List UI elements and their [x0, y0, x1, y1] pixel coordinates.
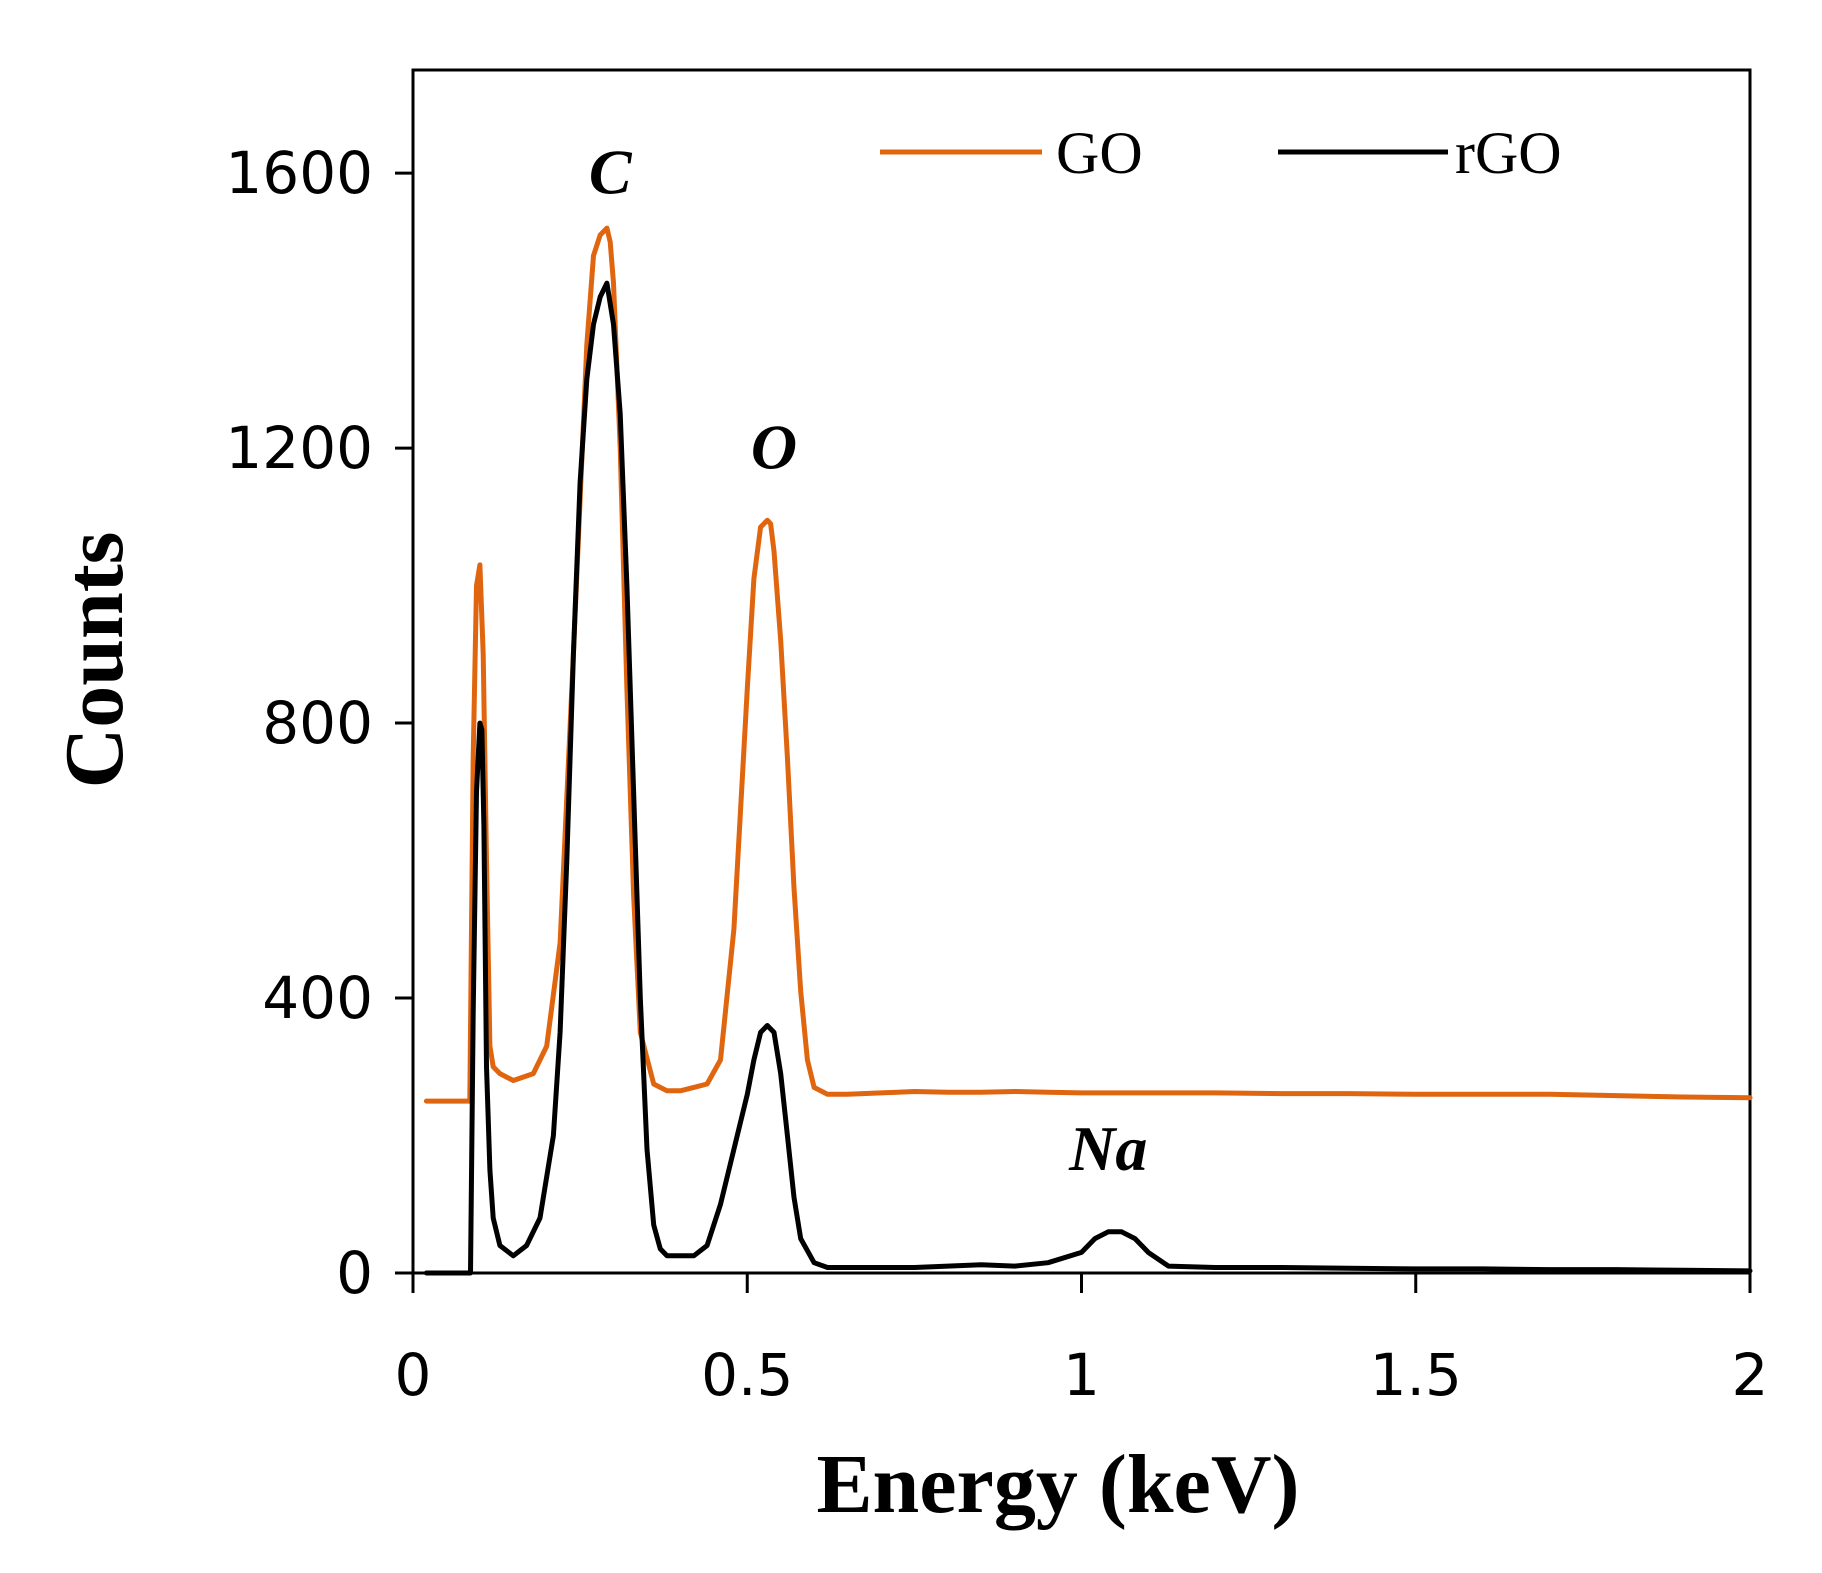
- legend: GO rGO: [880, 120, 1562, 186]
- y-tick-label: 1200: [225, 414, 373, 482]
- peak-label-na: Na: [1068, 1113, 1147, 1184]
- series-layer: [423, 225, 1753, 1276]
- x-tick-label: 0.5: [701, 1341, 793, 1409]
- y-axis-title: Counts: [48, 532, 141, 789]
- y-tick-label: 0: [336, 1239, 373, 1307]
- x-tick-label: 1: [1063, 1341, 1100, 1409]
- x-tick-label: 2: [1732, 1341, 1769, 1409]
- y-tick-label: 1600: [225, 139, 373, 207]
- series-line-rgo: [423, 280, 1753, 1276]
- peak-label-o: O: [751, 412, 797, 483]
- y-axis-ticks: 0 400 800 1200 1600: [225, 139, 413, 1307]
- legend-label-rgo: rGO: [1455, 120, 1562, 186]
- peak-annotations: C O Na: [589, 137, 1147, 1184]
- x-axis-ticks: 0 0.5 1 1.5 2: [395, 1273, 1769, 1409]
- y-tick-label: 400: [262, 964, 373, 1032]
- series-line-go: [423, 225, 1753, 1104]
- legend-label-go: GO: [1056, 120, 1143, 186]
- peak-label-c: C: [589, 137, 633, 208]
- y-tick-label: 800: [262, 689, 373, 757]
- x-tick-label: 1.5: [1370, 1341, 1462, 1409]
- x-tick-label: 0: [395, 1341, 432, 1409]
- x-axis-title: Energy (keV): [817, 1438, 1300, 1531]
